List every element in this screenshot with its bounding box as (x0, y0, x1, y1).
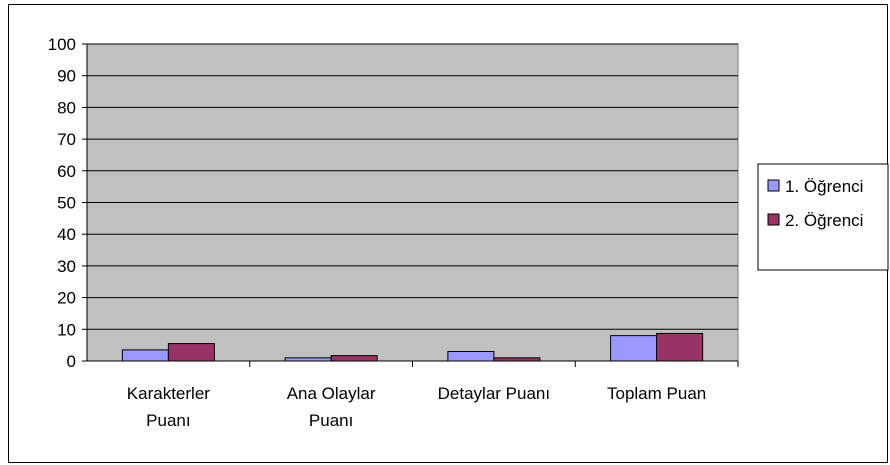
legend-swatch (767, 179, 780, 192)
legend-box (757, 163, 889, 271)
x-tick-label: Detaylar Puanı (438, 384, 550, 403)
y-tick-label: 70 (57, 130, 76, 149)
y-tick-label: 50 (57, 194, 76, 213)
bar (656, 332, 704, 362)
bar (330, 355, 378, 362)
legend-label: 1. Öğrenci (785, 177, 863, 196)
y-tick-label: 0 (67, 352, 76, 371)
bar (121, 349, 169, 362)
legend-swatch (767, 213, 780, 226)
y-tick-label: 100 (48, 35, 76, 54)
bar (167, 343, 215, 362)
legend-label: 2. Öğrenci (785, 211, 863, 230)
x-tick-label: Toplam Puan (607, 384, 706, 403)
x-tick-label: Ana Olaylar (287, 384, 376, 403)
bar (610, 335, 658, 362)
y-tick-label: 30 (57, 257, 76, 276)
y-axis: 0 10 20 30 40 50 60 70 80 90 100 (48, 35, 88, 371)
gridlines (87, 43, 738, 330)
y-tick-label: 80 (57, 98, 76, 117)
x-axis: Karakterler Puanı Ana Olaylar Puanı Detaylar… (87, 360, 739, 430)
legend: 1. Öğrenci 2. Öğrenci (757, 163, 889, 271)
y-tick-label: 40 (57, 225, 76, 244)
y-tick-label: 90 (57, 67, 76, 86)
x-tick-label: Puanı (146, 411, 190, 430)
bar (447, 350, 495, 362)
y-tick-label: 10 (57, 320, 76, 339)
bars (121, 332, 704, 362)
y-tick-label: 60 (57, 162, 76, 181)
x-tick-label: Karakterler (127, 384, 210, 403)
x-tick-label: Puanı (309, 411, 353, 430)
y-tick-label: 20 (57, 289, 76, 308)
